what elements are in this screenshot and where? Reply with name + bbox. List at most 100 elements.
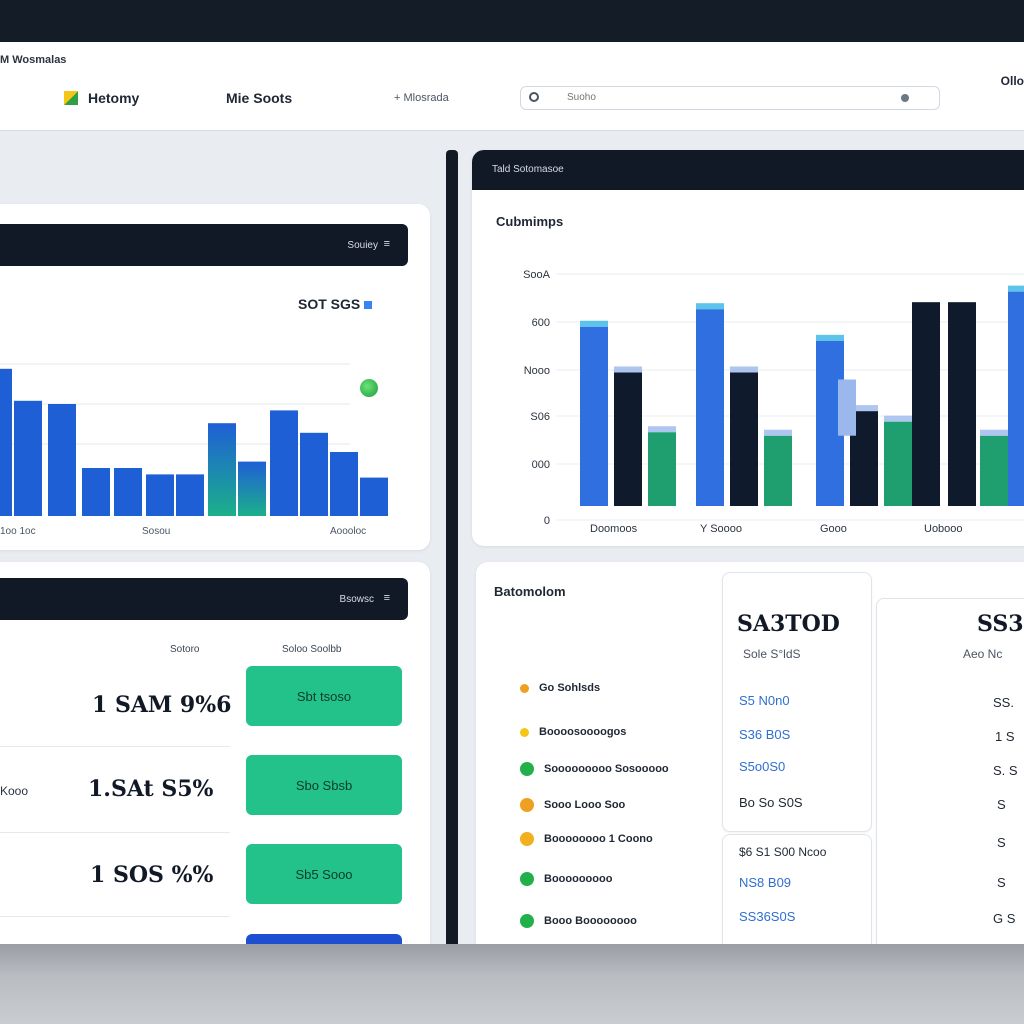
card-a-line: S36 B0S xyxy=(739,727,791,742)
card-c[interactable]: SS3 Aeo Nc SS. 1 S S. S S S S G S xyxy=(876,598,1024,944)
row-divider xyxy=(0,916,230,917)
card-a[interactable]: SA3TOD Sole S°ldS S5 N0n0 S36 B0S S5o0S0… xyxy=(722,572,872,832)
chart-bar[interactable] xyxy=(838,379,856,436)
chart-bar-cap xyxy=(764,429,792,436)
status-item[interactable]: Go Sohlsds xyxy=(520,682,600,694)
app-header: M Wosmalas Hetomy Mie Soots + Mlosrada O… xyxy=(0,42,1024,131)
row-action-button[interactable]: Sb5 Sooo xyxy=(246,844,402,904)
card-c-sub: Aeo Nc xyxy=(963,647,1003,661)
chart-bar[interactable] xyxy=(14,400,42,516)
chart-bar[interactable] xyxy=(176,474,204,516)
menu-icon[interactable]: ≡ xyxy=(383,592,390,604)
monitor-bezel xyxy=(0,0,1024,42)
chart-bar[interactable] xyxy=(114,468,142,516)
row-value: 1 SOS %% xyxy=(90,862,214,888)
card-a-line: Bo So S0S xyxy=(739,795,803,810)
status-item-label: Booooooooo xyxy=(544,873,613,885)
chart-bar[interactable] xyxy=(614,372,642,506)
chart-bar[interactable] xyxy=(580,326,608,506)
x-tick-label: Y Soooo xyxy=(700,523,742,535)
left-table-bar-title: Bsowsc xyxy=(339,594,374,605)
row-value: 1 SAM 9%6 xyxy=(92,692,232,718)
status-dot-icon xyxy=(360,379,378,397)
card-c-line: 1 S xyxy=(995,729,1015,744)
chart-bar-cap xyxy=(614,366,642,373)
status-dot-icon xyxy=(520,914,534,928)
card-c-line: S xyxy=(997,797,1006,812)
chart-bar[interactable] xyxy=(48,404,76,516)
chart-bar[interactable] xyxy=(208,423,236,516)
chart-bar[interactable] xyxy=(238,461,266,516)
left-bar-chart xyxy=(0,363,388,516)
x-tick-label: Gooo xyxy=(820,523,847,535)
card-b-line: SS36S0S xyxy=(739,909,796,924)
card-a-title: SA3TOD xyxy=(737,611,840,637)
status-item[interactable]: Sooo Looo Soo xyxy=(520,798,625,812)
chart-bar[interactable] xyxy=(980,435,1008,506)
row-action-button[interactable]: Sbo Sbsb xyxy=(246,755,402,815)
status-item[interactable]: Booooooooo xyxy=(520,872,612,886)
card-a-line: S5 N0n0 xyxy=(739,693,790,708)
status-item[interactable]: Boooooooo 1 Coono xyxy=(520,832,653,846)
chart-bar-cap xyxy=(730,366,758,373)
row-label: Kooo xyxy=(0,784,29,798)
row-action-button[interactable]: Sbt tsoso xyxy=(246,666,402,726)
col-head-a: Sotoro xyxy=(170,644,200,655)
brand[interactable]: Hetomy xyxy=(64,90,139,106)
menu-icon[interactable]: ≡ xyxy=(383,238,390,250)
card-c-line: S xyxy=(997,835,1006,850)
chart-bar[interactable] xyxy=(884,421,912,506)
brand-name: Hetomy xyxy=(88,90,140,106)
status-dot-icon xyxy=(520,762,534,776)
card-c-line: S xyxy=(997,875,1006,890)
mic-icon[interactable] xyxy=(901,94,909,102)
chart-bar[interactable] xyxy=(146,474,174,516)
status-item-label: Booo Boooooooo xyxy=(544,915,637,927)
user-link[interactable]: Ollo xyxy=(1000,74,1024,88)
nav-link-add[interactable]: + Mlosrada xyxy=(394,92,449,104)
row-divider xyxy=(0,746,230,747)
search-box[interactable] xyxy=(520,86,940,110)
status-dot-icon xyxy=(520,872,534,886)
status-item-label: Boooosoooogos xyxy=(539,726,627,738)
row-action-button[interactable] xyxy=(246,934,402,944)
chart-bar-cap xyxy=(648,426,676,433)
chart-bar-cap xyxy=(850,405,878,412)
chart-bar[interactable] xyxy=(82,468,110,516)
right-chart-bar: Tald Sotomasoe xyxy=(472,150,1024,190)
chart-bar[interactable] xyxy=(648,432,676,506)
status-item-label: Sooooooooo Sosooooo xyxy=(544,763,669,775)
card-c-line: S. S xyxy=(993,763,1018,778)
y-tick-label: 600 xyxy=(532,317,550,329)
chart-bar[interactable] xyxy=(1008,291,1024,506)
chart-bar-cap xyxy=(980,429,1008,436)
y-tick-label: 0 xyxy=(544,515,550,527)
chart-bar[interactable] xyxy=(730,372,758,506)
y-tick-label: SooA xyxy=(523,269,551,281)
status-dot-icon xyxy=(520,798,534,812)
search-icon xyxy=(529,92,539,102)
chart-bar[interactable] xyxy=(270,410,298,516)
chart-bar[interactable] xyxy=(948,302,976,506)
x-tick-label: Uobooo xyxy=(924,523,963,535)
chart-bar[interactable] xyxy=(912,302,940,506)
nav-item-main[interactable]: Mie Soots xyxy=(226,90,293,106)
search-input[interactable] xyxy=(565,91,869,104)
status-item[interactable]: Boooosoooogos xyxy=(520,726,626,738)
chart-bar-cap xyxy=(1008,285,1024,292)
chart-bar[interactable] xyxy=(300,432,328,516)
chart-bar-cap xyxy=(884,415,912,422)
chart-bar[interactable] xyxy=(764,435,792,506)
status-item[interactable]: Sooooooooo Sosooooo xyxy=(520,762,669,776)
legend-chip-icon xyxy=(364,301,373,310)
status-item-label: Boooooooo 1 Coono xyxy=(544,833,653,845)
chart-bar[interactable] xyxy=(0,368,12,516)
screen: M Wosmalas Hetomy Mie Soots + Mlosrada O… xyxy=(0,42,1024,944)
left-table-bar: Bsowsc ≡ xyxy=(0,578,408,620)
card-b[interactable]: $6 S1 S00 Ncoo NS8 B09 SS36S0S xyxy=(722,834,872,944)
chart-bar[interactable] xyxy=(360,477,388,516)
app-title: M Wosmalas xyxy=(0,54,67,66)
status-item[interactable]: Booo Boooooooo xyxy=(520,914,637,928)
chart-bar[interactable] xyxy=(696,309,724,506)
chart-bar[interactable] xyxy=(330,452,358,516)
